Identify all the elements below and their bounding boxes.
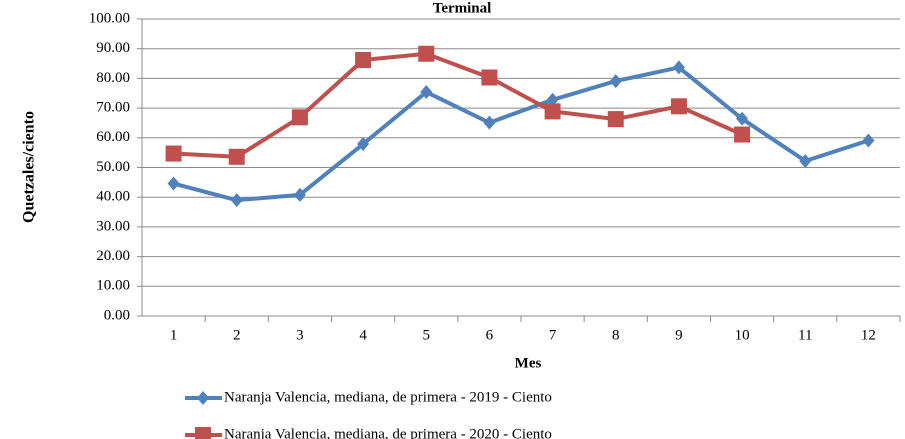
x-tick-label: 11: [798, 327, 812, 343]
y-tick-label: 0.00: [104, 307, 130, 323]
series-line: [173, 65, 870, 203]
x-tick-label: 7: [549, 327, 557, 343]
y-tick-label: 80.00: [96, 70, 130, 86]
legend-marker: [195, 427, 211, 439]
marker: [355, 51, 372, 68]
marker: [672, 60, 685, 75]
y-tick-label: 30.00: [96, 218, 130, 234]
marker: [607, 111, 624, 128]
y-tick-label: 20.00: [96, 248, 130, 264]
marker: [670, 98, 687, 115]
x-tick-label: 12: [861, 327, 876, 343]
marker: [230, 193, 243, 208]
marker: [862, 133, 875, 148]
marker: [609, 74, 622, 89]
y-tick-label: 100.00: [89, 10, 130, 26]
x-tick-label: 5: [423, 327, 431, 343]
x-tick-label: 3: [296, 327, 304, 343]
legend-marker: [197, 391, 209, 405]
series-line: [173, 51, 743, 159]
legend-label: Naranja Valencia, mediana, de primera - …: [224, 389, 552, 405]
chart-title: Terminal: [433, 0, 492, 16]
y-tick-label: 60.00: [96, 129, 130, 145]
marker: [799, 153, 812, 168]
marker: [228, 148, 245, 165]
x-tick-label: 8: [612, 327, 620, 343]
x-tick-label: 9: [675, 327, 683, 343]
marker: [734, 126, 751, 143]
legend-label: Naranja Valencia, mediana, de primera - …: [224, 426, 552, 439]
marker: [736, 111, 749, 126]
x-tick-label: 4: [359, 327, 367, 343]
y-tick-label: 90.00: [96, 40, 130, 56]
marker: [546, 92, 559, 107]
x-tick-label: 1: [170, 327, 178, 343]
marker: [418, 45, 435, 62]
marker: [420, 85, 433, 100]
marker: [167, 176, 180, 191]
y-tick-label: 10.00: [96, 278, 130, 294]
x-tick-label: 2: [233, 327, 241, 343]
y-tick-label: 70.00: [96, 100, 130, 116]
y-axis-label: Quetzales/ciento: [21, 111, 38, 223]
marker: [483, 115, 496, 130]
marker: [165, 145, 182, 162]
marker: [357, 137, 370, 152]
x-tick-label: 6: [486, 327, 494, 343]
marker: [544, 103, 561, 120]
y-tick-label: 50.00: [96, 159, 130, 175]
marker: [291, 109, 308, 126]
marker: [293, 187, 306, 202]
x-tick-label: 10: [735, 327, 750, 343]
x-axis-label: Mes: [515, 355, 542, 371]
marker: [481, 69, 498, 86]
y-tick-label: 40.00: [96, 189, 130, 205]
